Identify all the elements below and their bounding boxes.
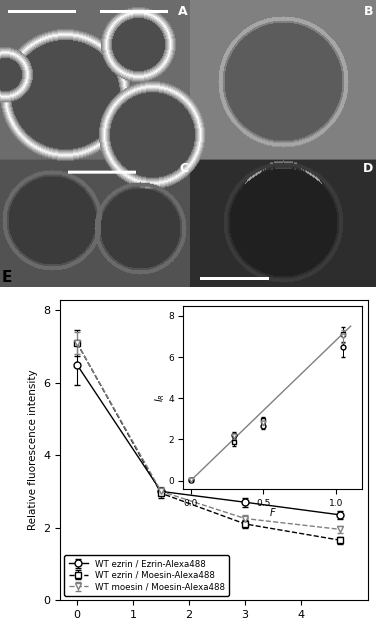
Y-axis label: Relative fluorescence intensity: Relative fluorescence intensity xyxy=(28,369,38,530)
Text: E: E xyxy=(2,270,12,285)
Text: A: A xyxy=(178,5,188,18)
Text: D: D xyxy=(363,162,373,175)
Text: B: B xyxy=(364,5,373,18)
Text: C: C xyxy=(179,162,188,175)
Legend: WT ezrin / Ezrin-Alexa488, WT ezrin / Moesin-Alexa488, WT moesin / Moesin-Alexa4: WT ezrin / Ezrin-Alexa488, WT ezrin / Mo… xyxy=(64,555,229,596)
